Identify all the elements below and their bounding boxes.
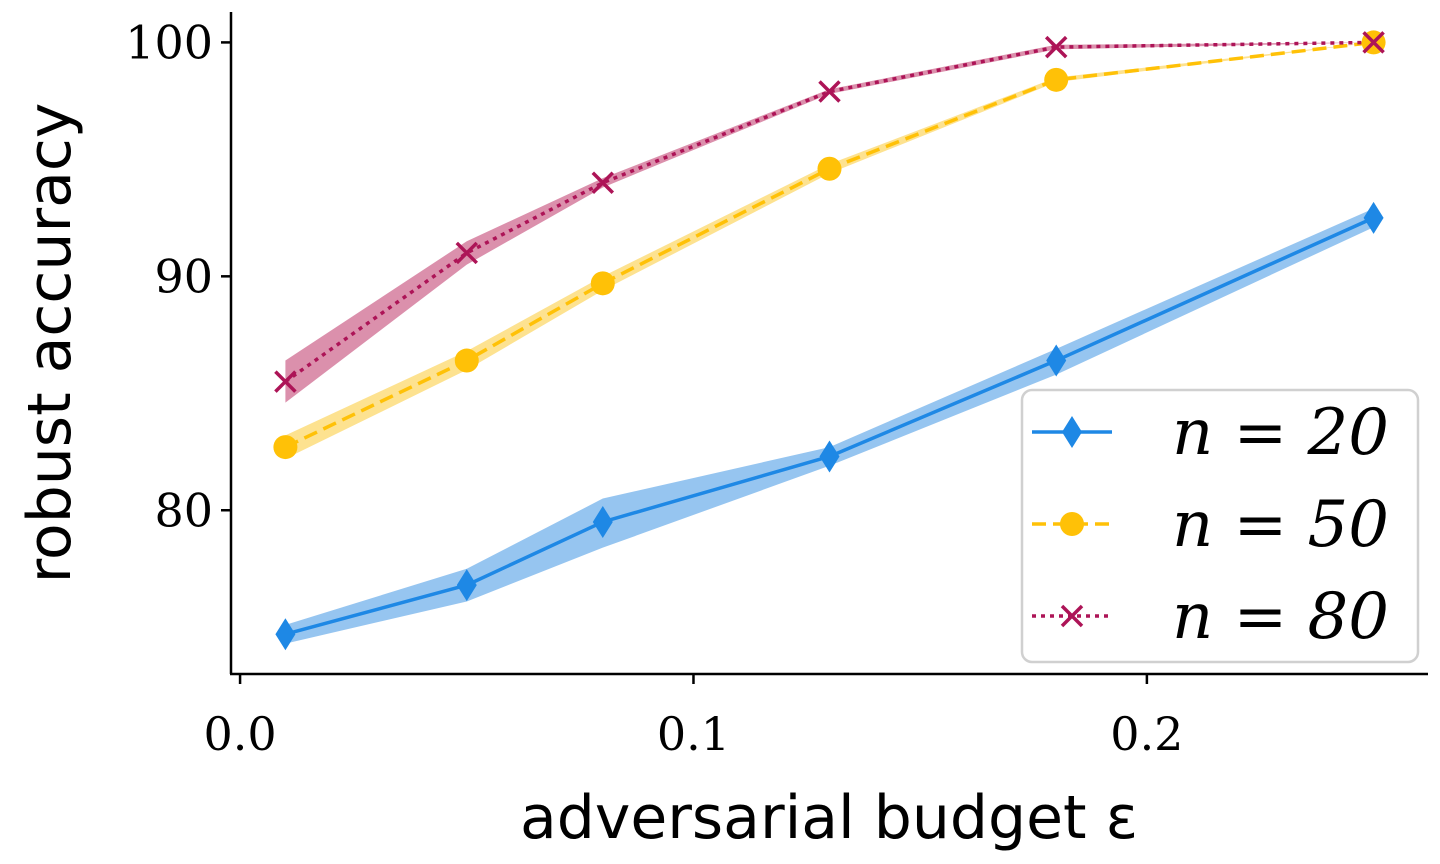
point-series-3	[591, 171, 615, 195]
point-series-3	[1044, 35, 1068, 59]
point-series-3	[274, 370, 297, 393]
line-series-1	[284, 216, 1375, 636]
series-lines	[284, 40, 1375, 636]
legend-marker-series-1	[1062, 416, 1082, 448]
legend-marker-series-2	[1060, 512, 1084, 536]
legend-label-series-1: n = 20	[1172, 396, 1389, 470]
y-tick-label: 100	[125, 15, 213, 69]
x-tick-label: 0.2	[1110, 707, 1183, 761]
point-series-1	[275, 618, 296, 651]
point-series-2	[1044, 67, 1069, 92]
legend: n = 20 n = 50 n = 80	[1020, 388, 1420, 664]
series-markers	[273, 30, 1386, 651]
point-series-1	[1363, 201, 1384, 234]
y-tick-label: 80	[154, 483, 213, 537]
point-series-1	[456, 569, 477, 602]
point-series-2	[273, 435, 298, 460]
confidence-bands	[285, 42, 1374, 644]
y-tick-label: 90	[154, 249, 213, 303]
point-series-3	[455, 241, 479, 265]
point-series-3	[1362, 31, 1385, 54]
band-series-1	[285, 208, 1374, 644]
legend-frame	[1020, 388, 1420, 664]
line-series-2	[284, 40, 1374, 449]
point-series-1	[819, 440, 840, 473]
band-series-3	[285, 42, 1374, 403]
legend-marker-series-3	[1060, 604, 1084, 628]
point-series-1	[1046, 344, 1067, 377]
line-series-3	[284, 40, 1374, 384]
x-axis-label: adversarial budget ε	[520, 783, 1138, 853]
legend-label-series-2: n = 50	[1172, 488, 1389, 562]
y-axis-label: robust accuracy	[15, 103, 85, 584]
legend-label-series-3: n = 80	[1172, 580, 1389, 654]
x-tick-label: 0.0	[203, 707, 276, 761]
point-series-1	[592, 505, 613, 538]
axes	[229, 12, 1428, 676]
point-series-3	[818, 80, 841, 103]
point-series-2	[817, 156, 842, 181]
x-tick-label: 0.1	[657, 707, 730, 761]
point-series-2	[590, 271, 615, 296]
point-series-2	[454, 348, 479, 373]
axis-ticks: 0.0 0.1 0.2 80 90 100	[125, 15, 1183, 761]
